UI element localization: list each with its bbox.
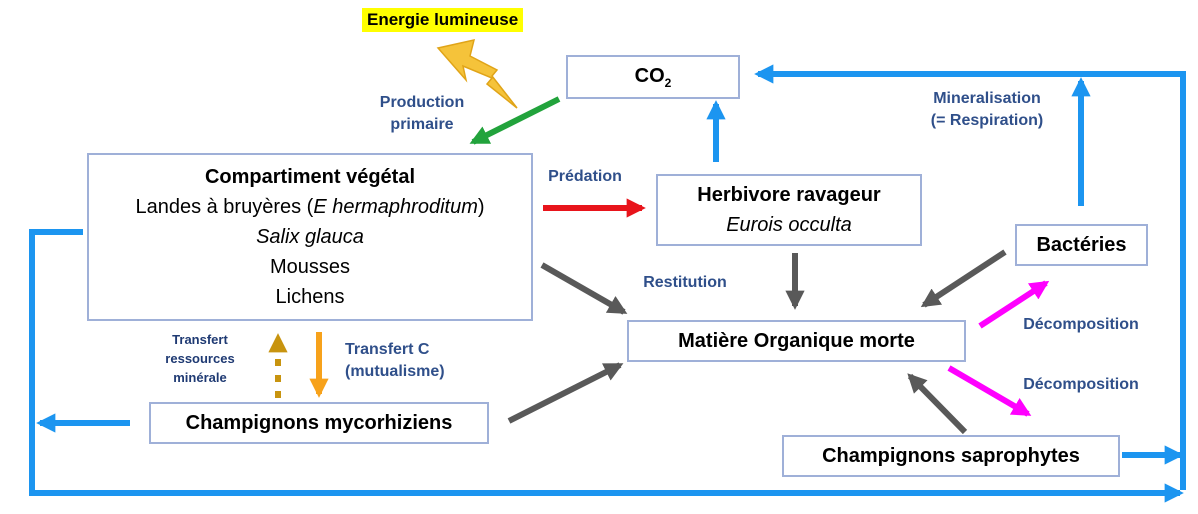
landes-bruyeres-line: Landes à bruyères (E hermaphroditum) bbox=[135, 196, 485, 218]
co2-box: CO2 bbox=[566, 55, 740, 99]
mineralisation-return-arrow bbox=[754, 64, 1186, 490]
vegetal-to-matiere-arrow bbox=[540, 262, 628, 315]
lightning-bolt-icon bbox=[436, 39, 518, 109]
champignons-mycorhiziens-box: Champignons mycorhiziens bbox=[149, 402, 489, 444]
salix-glauca-line: Salix glauca bbox=[256, 226, 364, 248]
lichens-line: Lichens bbox=[275, 286, 345, 308]
champignons-mycorhiziens-title: Champignons mycorhiziens bbox=[185, 411, 453, 434]
herbivore-ravageur-box: Herbivore ravageur Eurois occulta bbox=[656, 174, 922, 246]
energie-lumineuse-label: Energie lumineuse bbox=[362, 8, 524, 32]
champignons-saprophytes-title: Champignons saprophytes bbox=[822, 444, 1080, 467]
transfert-ressources-label: Transfert ressources minérale bbox=[165, 332, 235, 385]
herbivore-ravageur-title: Herbivore ravageur bbox=[697, 184, 881, 206]
decomposition-to-bacteries-arrow bbox=[978, 280, 1050, 329]
bacteries-title: Bactéries bbox=[1036, 233, 1127, 256]
bacteries-box: Bactéries bbox=[1015, 224, 1148, 266]
compartiment-vegetal-title: Compartiment végétal bbox=[204, 166, 416, 188]
mousses-line: Mousses bbox=[269, 256, 351, 278]
mycorhiziens-to-matiere-arrow bbox=[507, 362, 624, 424]
eurois-occulta-line: Eurois occulta bbox=[726, 214, 852, 236]
decomposition-upper-label: Décomposition bbox=[1023, 316, 1139, 333]
co2-label: CO2 bbox=[634, 64, 672, 90]
left-outer-loop-arrow bbox=[29, 229, 1184, 503]
transfert-c-label: Transfert C (mutualisme) bbox=[345, 341, 445, 380]
matiere-organique-morte-box: Matière Organique morte bbox=[627, 320, 966, 362]
production-primaire-label: Production primaire bbox=[379, 94, 465, 133]
mineralisation-label: Mineralisation (= Respiration) bbox=[930, 90, 1044, 129]
saprophytes-to-matiere-arrow bbox=[907, 373, 968, 435]
decomposition-lower-label: Décomposition bbox=[1023, 376, 1139, 393]
bacteries-to-matiere-arrow bbox=[920, 249, 1007, 308]
compartiment-vegetal-box: Compartiment végétal Landes à bruyères (… bbox=[87, 153, 533, 321]
champignons-saprophytes-box: Champignons saprophytes bbox=[782, 435, 1120, 477]
predation-label: Prédation bbox=[548, 168, 622, 185]
production-primaire-arrow bbox=[469, 96, 561, 145]
decomposition-to-saprophytes-arrow bbox=[947, 365, 1032, 417]
restitution-label: Restitution bbox=[643, 274, 727, 291]
matiere-organique-morte-title: Matière Organique morte bbox=[678, 329, 915, 352]
